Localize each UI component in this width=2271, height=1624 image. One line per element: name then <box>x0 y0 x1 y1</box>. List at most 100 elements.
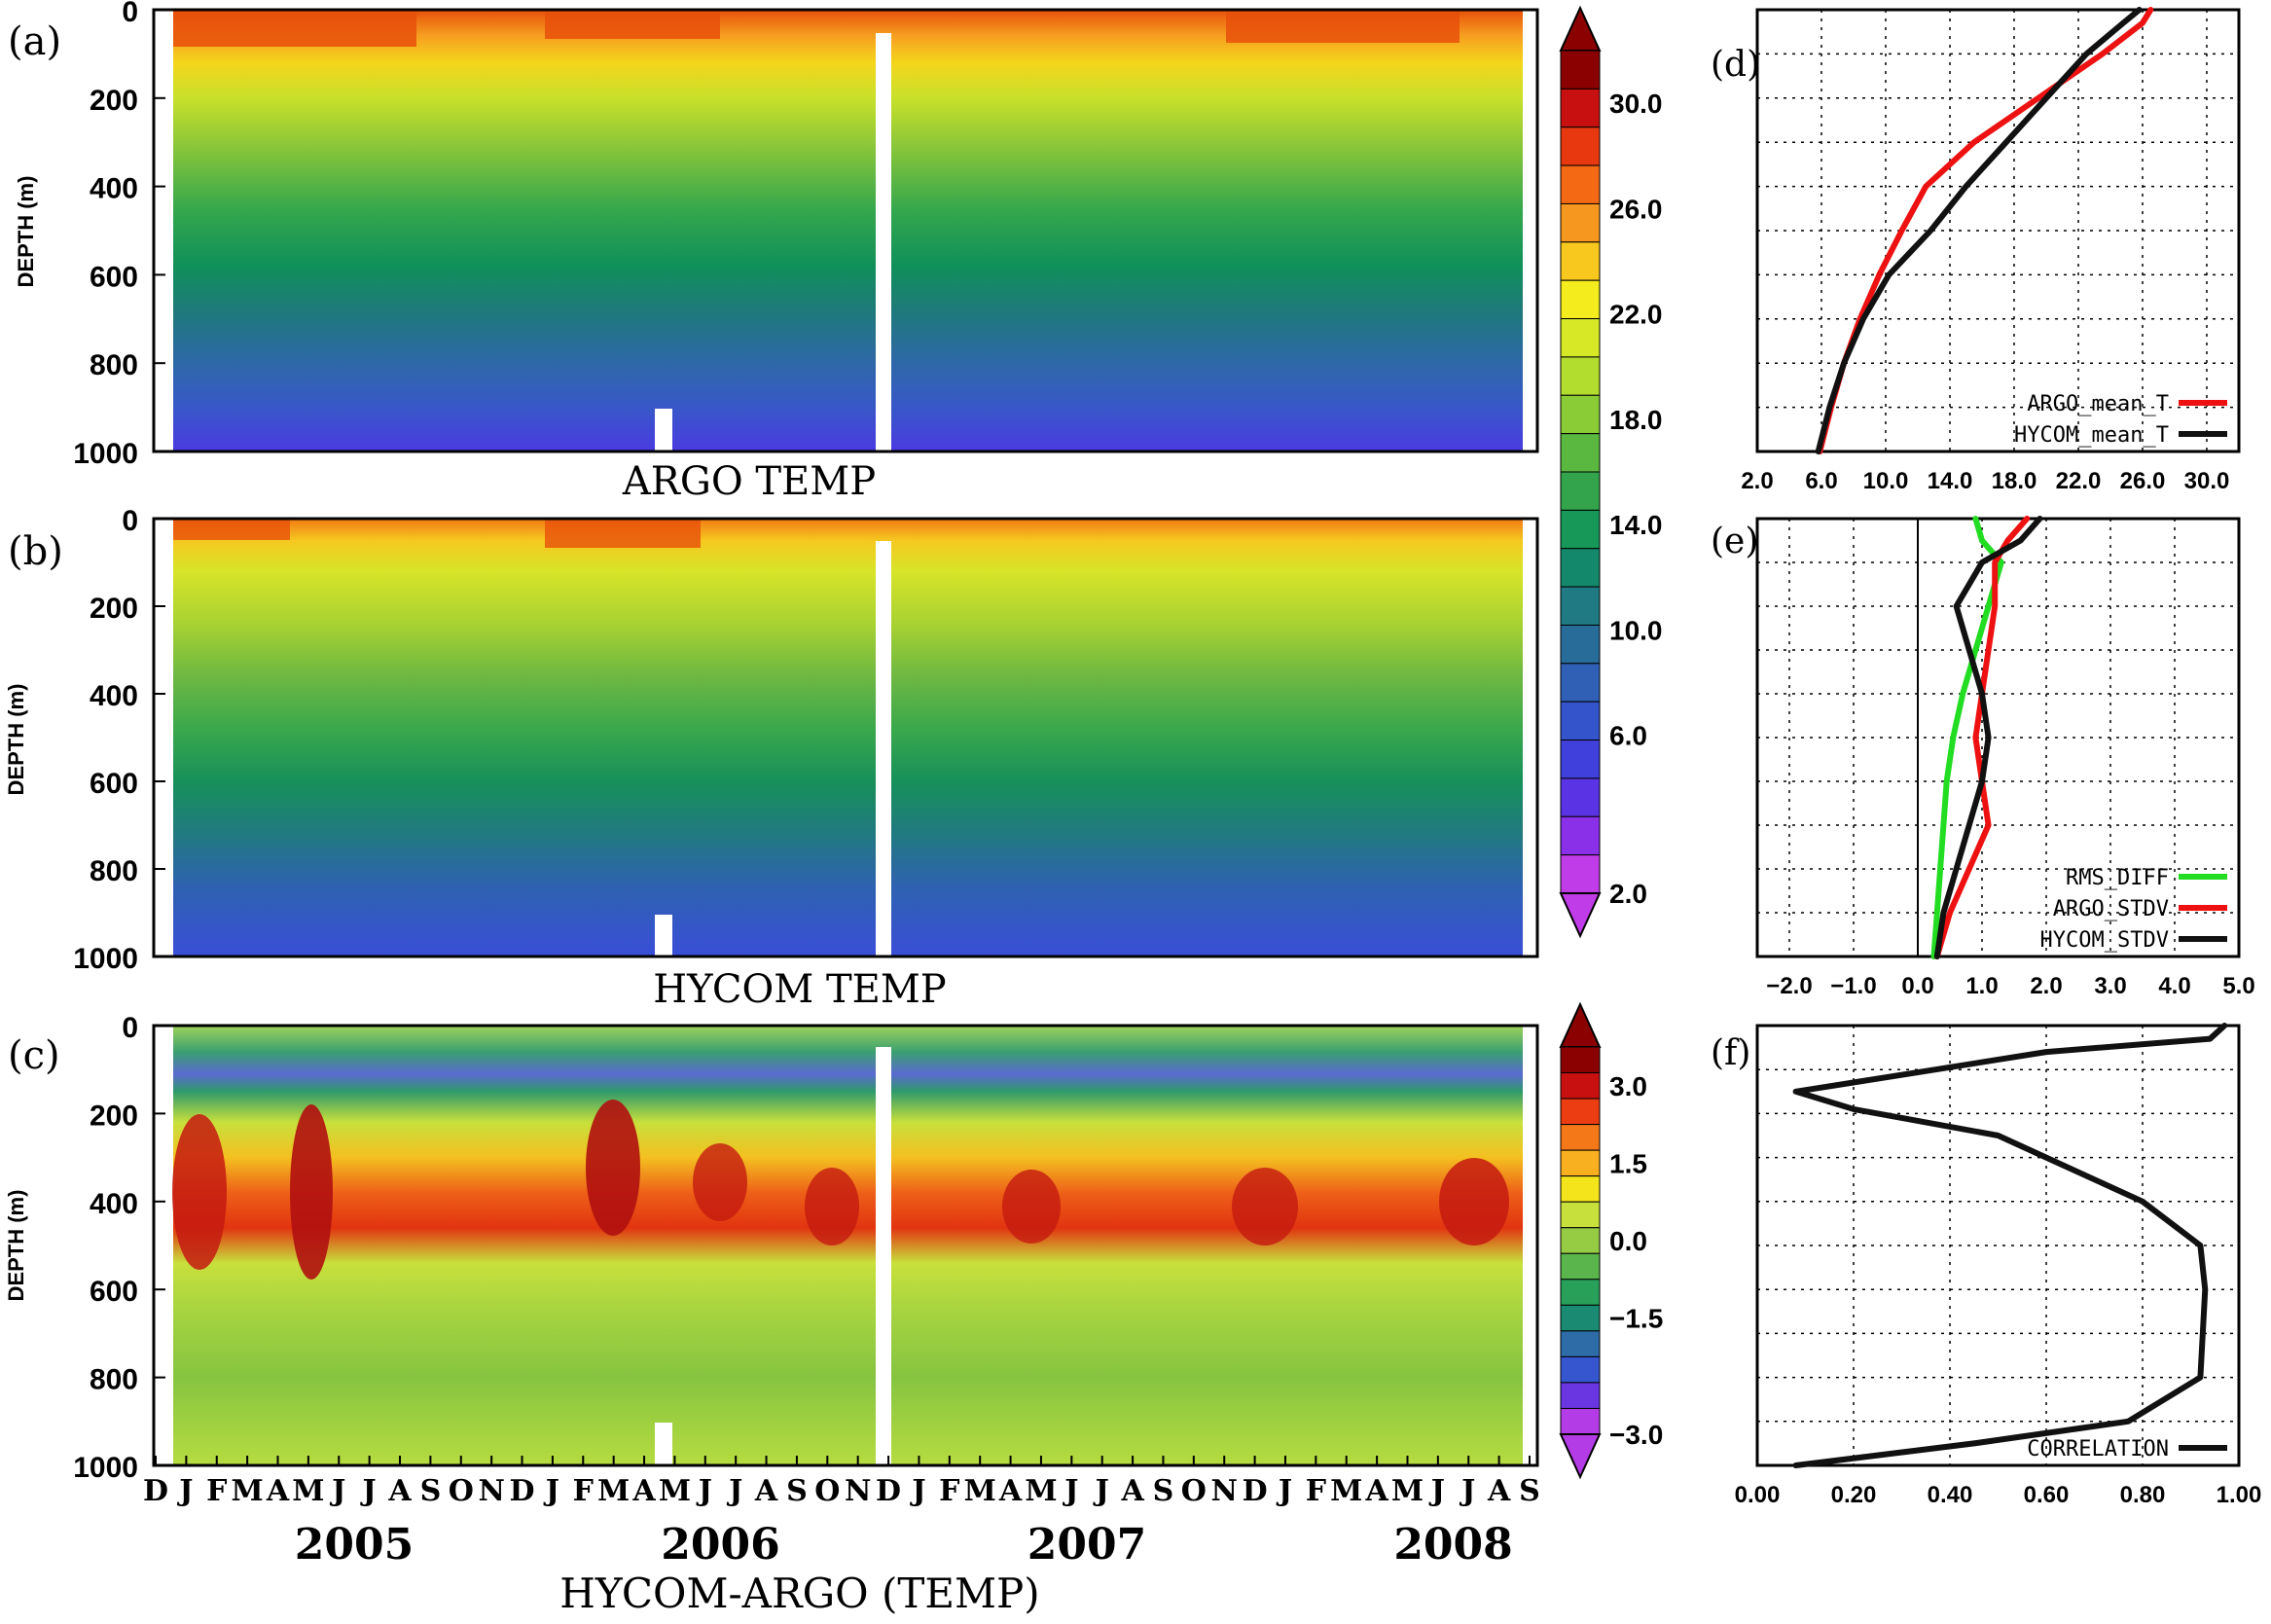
month-label: J <box>1276 1474 1292 1508</box>
panel-c-hotspot-1 <box>172 1114 227 1270</box>
panel-b: (b) DEPTH (m) 0 200 400 600 800 1000 HYCOM TE… <box>4 505 1539 1012</box>
x-tick-label: 1.00 <box>2217 1482 2262 1508</box>
legend-label: HYCOM_STDV <box>2040 928 2169 953</box>
month-label: S <box>1519 1474 1540 1508</box>
colorbar-segment <box>1560 624 1601 665</box>
colorbar-segment <box>1560 1227 1601 1254</box>
month-label: A <box>387 1474 412 1508</box>
colorbar-temp: 30.0 26.0 22.0 18.0 14.0 10.0 6.0 2.0 <box>1559 5 1663 939</box>
panel-a-yticks: 0 200 400 600 800 1000 <box>73 0 165 470</box>
panel-f-label: (f) <box>1711 1033 1750 1073</box>
y-tick-label: 1000 <box>73 438 138 470</box>
month-label: A <box>266 1474 290 1508</box>
panel-c-hotspot-2 <box>290 1104 333 1280</box>
colorbar-segment <box>1560 701 1601 741</box>
month-label: O <box>449 1474 474 1508</box>
month-label: J <box>726 1474 742 1508</box>
month-label: A <box>1487 1474 1511 1508</box>
colorbar-label: 0.0 <box>1609 1226 1647 1256</box>
month-label: J <box>909 1474 925 1508</box>
panel-b-frame <box>152 517 1539 958</box>
month-label: M <box>597 1474 630 1508</box>
month-label: O <box>1181 1474 1207 1508</box>
colorbar-segment <box>1560 1382 1601 1409</box>
series-line <box>1792 1023 2228 1468</box>
month-label: S <box>786 1474 808 1508</box>
colorbar-segment <box>1560 1149 1601 1177</box>
month-label: S <box>420 1474 442 1508</box>
panel-b-title: HYCOM TEMP <box>653 967 946 1012</box>
panel-a-warm-patch-3 <box>1226 10 1460 43</box>
panel-b-yticks: 0 200 400 600 800 1000 <box>73 505 165 975</box>
legend-label: ARGO_STDV <box>2053 897 2169 921</box>
y-tick-label: 0 <box>122 505 138 537</box>
panel-a-field <box>173 10 1523 451</box>
colorbar-segment <box>1560 663 1601 703</box>
colorbar-segment <box>1560 777 1601 817</box>
colorbar-label: 1.5 <box>1609 1148 1647 1178</box>
month-label: D <box>876 1474 901 1508</box>
panel-c-hotspot-8 <box>1439 1158 1509 1245</box>
x-tick-label: −1.0 <box>1830 973 1876 999</box>
month-label: J <box>1459 1474 1475 1508</box>
panel-c-field <box>173 1026 1523 1465</box>
panel-c-gap <box>876 1047 891 1465</box>
x-tick-label: 10.0 <box>1863 468 1909 494</box>
year-label: 2008 <box>1393 1520 1512 1570</box>
colorbar-label: 3.0 <box>1609 1071 1647 1101</box>
panel-d: (d) 2.0 6.0 10.0 14.0 18.0 22.0 26.0 30.0 ARGO_m… <box>1711 7 2241 494</box>
colorbar-segment <box>1560 356 1601 396</box>
month-label: M <box>1391 1474 1424 1508</box>
panel-c-title: HYCOM-ARGO (TEMP) <box>559 1570 1039 1617</box>
month-label: A <box>1364 1474 1388 1508</box>
month-label: J <box>1428 1474 1445 1508</box>
month-label: J <box>1093 1474 1109 1508</box>
colorbar-segment <box>1560 394 1601 435</box>
colorbar-segment <box>1560 1330 1601 1357</box>
x-tick-label: 0.00 <box>1735 1482 1781 1508</box>
colorbar-segment <box>1560 279 1601 320</box>
x-tick-label: 0.80 <box>2120 1482 2166 1508</box>
month-label: J <box>1062 1474 1078 1508</box>
panel-a-frame <box>152 8 1539 453</box>
panel-c-frame <box>152 1024 1539 1467</box>
y-tick-label: 600 <box>90 768 138 800</box>
month-label: M <box>232 1474 264 1508</box>
colorbar-segment <box>1560 318 1601 358</box>
month-label: O <box>814 1474 840 1508</box>
x-tick-label: 4.0 <box>2158 973 2190 999</box>
panel-a-gap <box>876 33 891 451</box>
panel-e: (e) −2.0 −1.0 0.0 1.0 2.0 3.0 4.0 5.0 RMS_DIFF AR… <box>1711 516 2255 999</box>
x-tick-label: 6.0 <box>1805 468 1837 494</box>
legend-label: RMS_DIFF <box>2066 866 2169 890</box>
colorbar-bottom-arrow <box>1559 892 1602 939</box>
x-tick-label: 0.40 <box>1928 1482 1973 1508</box>
y-tick-label: 400 <box>90 173 138 205</box>
panel-c-hotspot-5 <box>805 1168 859 1245</box>
month-label: F <box>206 1474 227 1508</box>
colorbar-segment <box>1560 854 1601 894</box>
panel-b-warm-patch-1 <box>173 519 290 540</box>
panel-c-hotspot-7 <box>1232 1168 1298 1245</box>
colorbar-label: −3.0 <box>1609 1420 1663 1450</box>
month-label: M <box>1330 1474 1362 1508</box>
panel-b-gap-small <box>655 915 672 956</box>
panel-a-label: (a) <box>8 19 61 64</box>
colorbar-segment <box>1560 509 1601 550</box>
legend-label: HYCOM_mean_T <box>2014 423 2169 448</box>
panel-c-gap-small <box>655 1423 672 1465</box>
legend-label: CORRELATION <box>2027 1437 2169 1462</box>
year-label: 2006 <box>661 1520 779 1570</box>
panel-c-ylabel: DEPTH (m) <box>4 1190 28 1302</box>
colorbar-segment <box>1560 1098 1601 1126</box>
month-label: D <box>1243 1474 1268 1508</box>
colorbar-segment <box>1560 433 1601 473</box>
colorbar-label: 6.0 <box>1609 721 1647 751</box>
panel-d-label: (d) <box>1711 45 1760 85</box>
colorbar-segment <box>1560 1304 1601 1332</box>
month-label: J <box>329 1474 345 1508</box>
y-tick-label: 200 <box>90 593 138 625</box>
colorbar-segment <box>1560 586 1601 626</box>
